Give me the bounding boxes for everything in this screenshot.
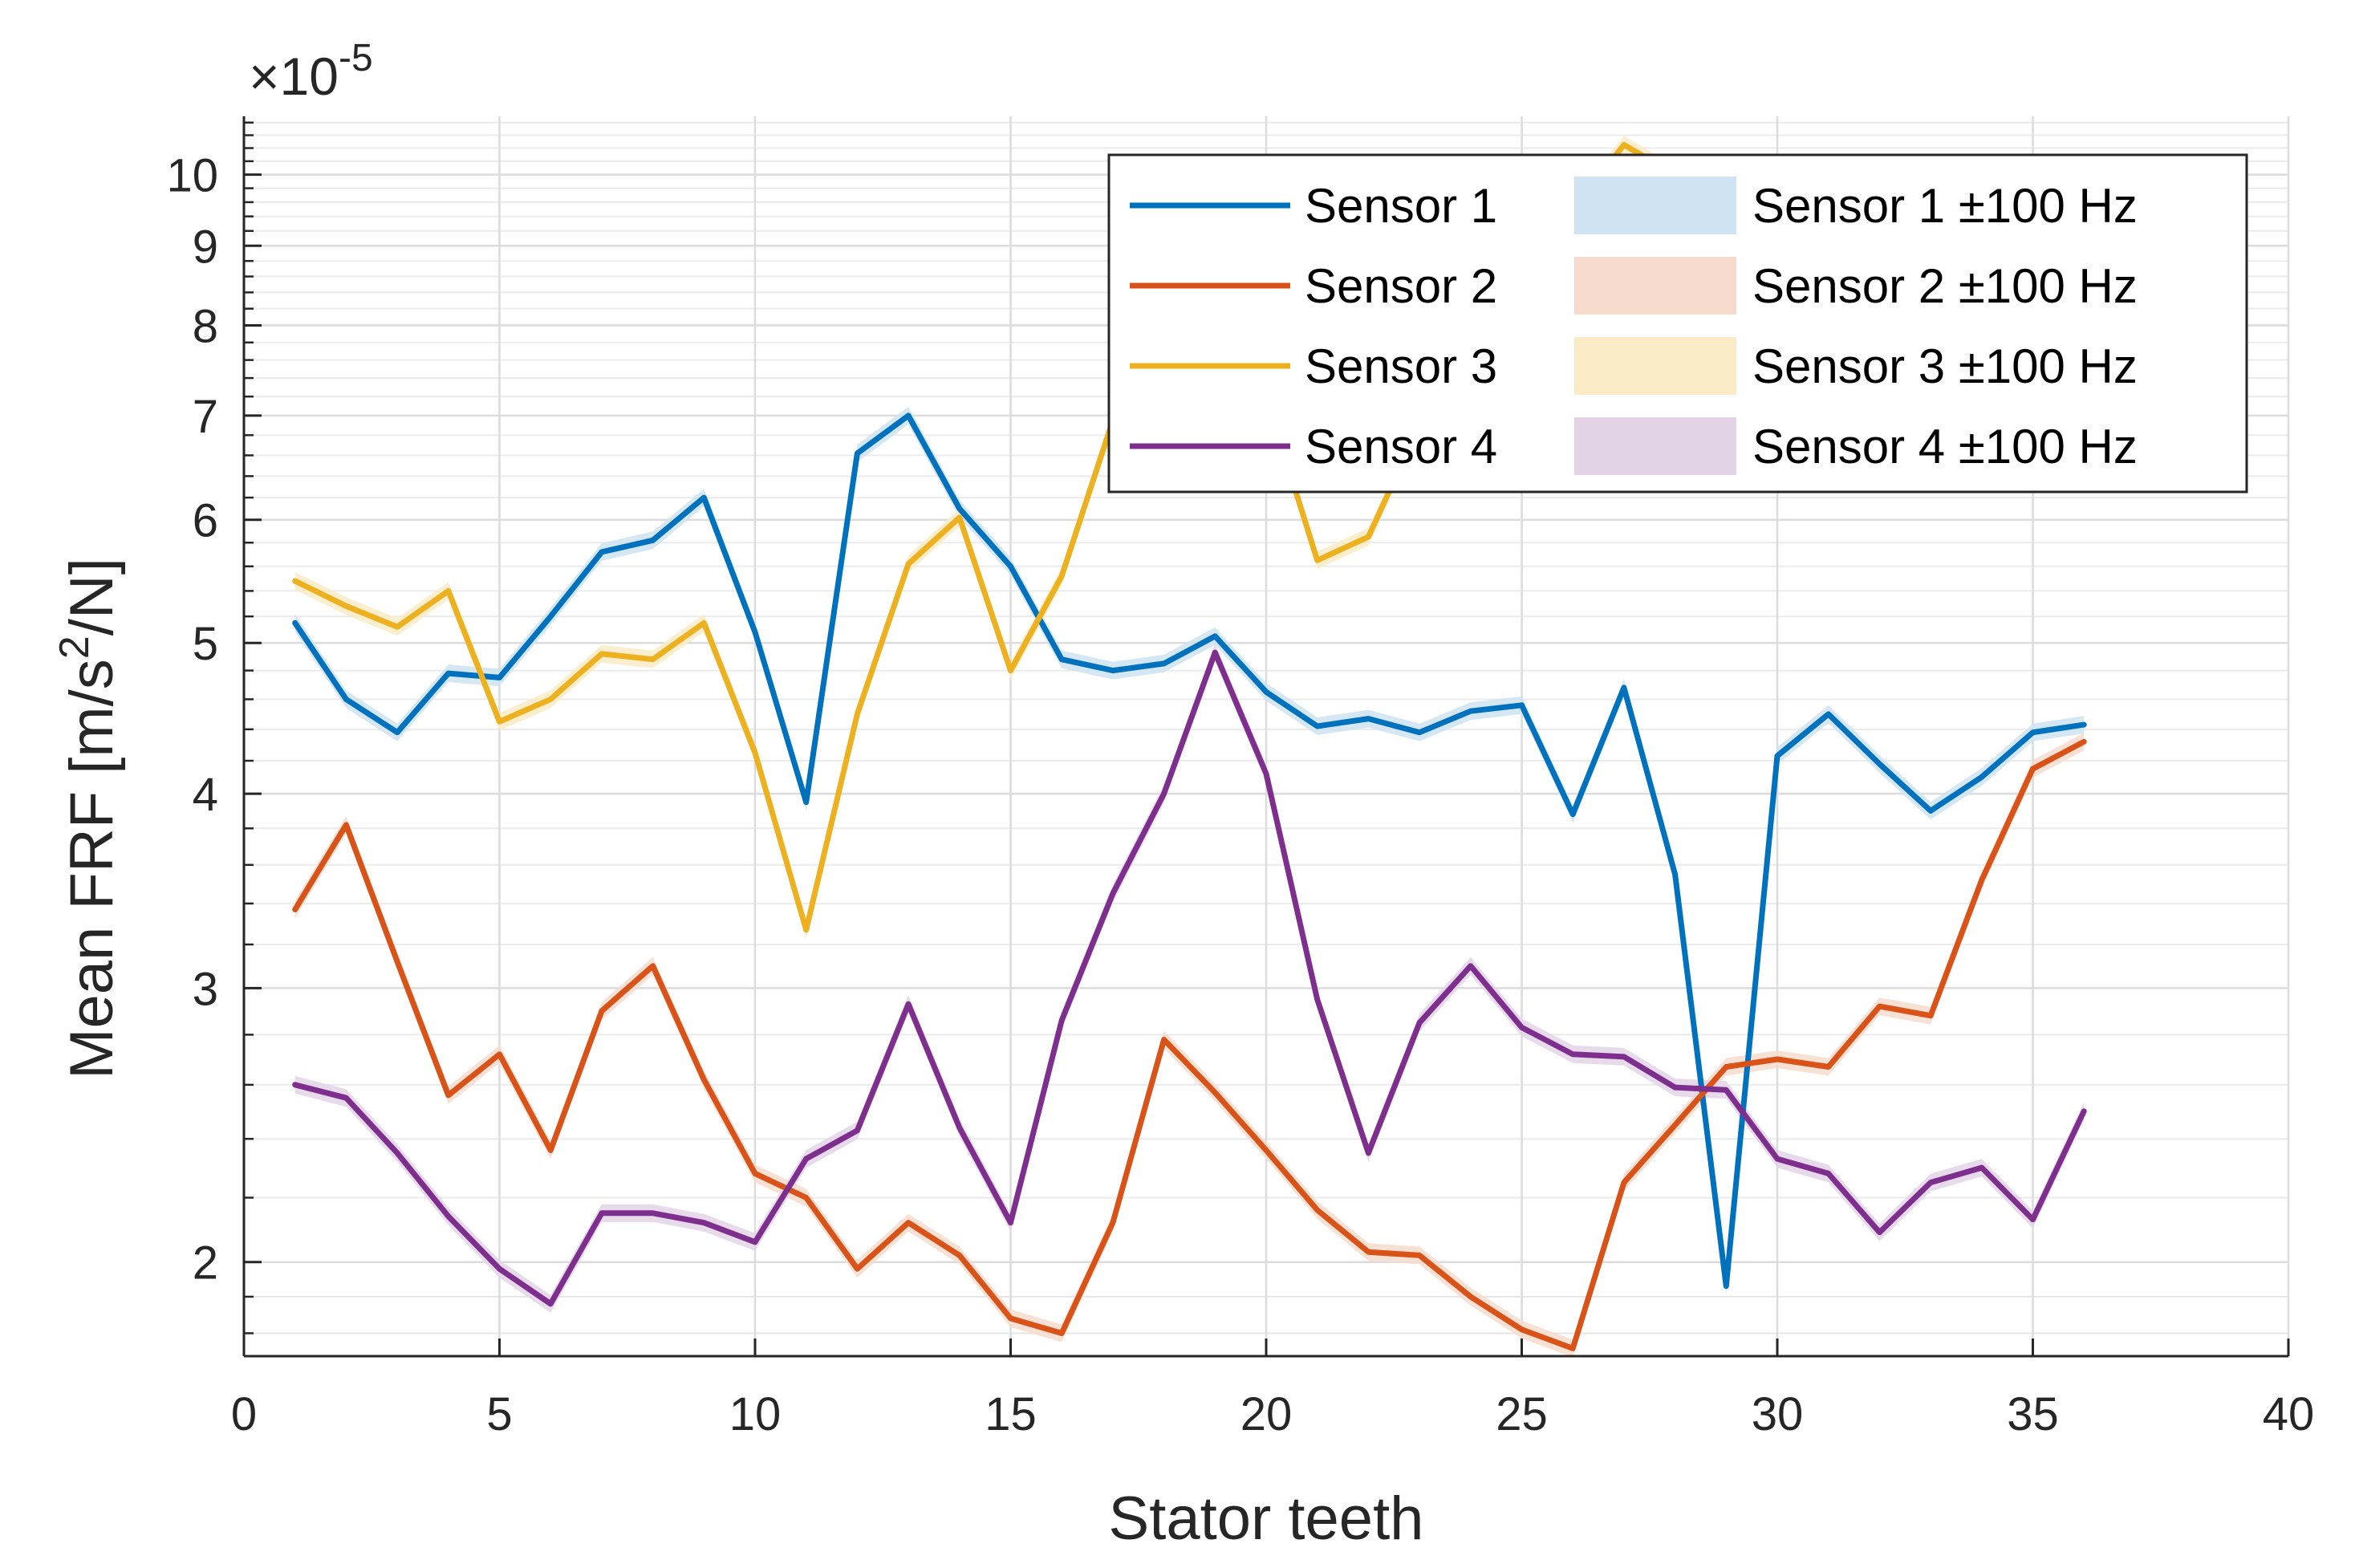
- legend-label-band-sensor-4: Sensor 4 ±100 Hz: [1752, 420, 2138, 473]
- legend-swatch-band-sensor-3: [1574, 337, 1736, 395]
- y-axis-title-suffix: /N]: [58, 558, 126, 636]
- x-tick-label: 5: [486, 1388, 512, 1440]
- x-tick-label: 25: [1496, 1388, 1548, 1440]
- legend-swatch-band-sensor-4: [1574, 417, 1736, 475]
- legend-label-sensor-4: Sensor 4: [1305, 420, 1497, 473]
- x-tick-label: 20: [1240, 1388, 1293, 1440]
- legend-label-band-sensor-3: Sensor 3 ±100 Hz: [1752, 339, 2138, 393]
- x-tick-label: 10: [729, 1388, 782, 1440]
- legend-label-sensor-3: Sensor 3: [1305, 339, 1497, 393]
- x-axis-title: Stator teeth: [1109, 1485, 1424, 1553]
- x-tick-label: 0: [231, 1388, 257, 1440]
- y-tick-label: 6: [193, 495, 218, 547]
- y-tick-label: 2: [193, 1237, 218, 1290]
- y-axis-title-prefix: Mean FRF [m/s: [58, 659, 126, 1079]
- y-tick-label: 8: [193, 300, 218, 352]
- legend-label-sensor-2: Sensor 2: [1305, 259, 1497, 313]
- y-axis-title-superscript: 2: [51, 636, 98, 659]
- y-exponent-power: -5: [339, 37, 373, 79]
- y-tick-label: 10: [166, 150, 218, 202]
- y-tick-label: 5: [193, 618, 218, 670]
- x-tick-label: 15: [985, 1388, 1037, 1440]
- x-tick-label: 30: [1752, 1388, 1804, 1440]
- series-line-sensor-4: [292, 649, 2087, 1307]
- legend-label-band-sensor-2: Sensor 2 ±100 Hz: [1752, 259, 2138, 313]
- y-tick-label: 4: [193, 769, 218, 821]
- legend-label-sensor-1: Sensor 1: [1305, 179, 1497, 233]
- legend: Sensor 1 Sensor 1 ±100 Hz Sensor 2 Sensor 2…: [1107, 153, 2248, 494]
- y-axis-title: Mean FRF [m/s2/N]: [51, 558, 126, 1079]
- series-line-sensor-1: [292, 412, 2087, 1290]
- x-tick-label: 40: [2263, 1388, 2315, 1440]
- series-line-sensor-2: [292, 738, 2087, 1351]
- legend-swatch-band-sensor-2: [1574, 257, 1736, 315]
- y-exponent-label: ×10-5: [249, 37, 373, 106]
- legend-label-band-sensor-1: Sensor 1 ±100 Hz: [1752, 179, 2138, 233]
- legend-swatch-band-sensor-1: [1574, 177, 1736, 234]
- y-tick-label: 3: [193, 963, 218, 1015]
- y-tick-label: 7: [193, 391, 218, 443]
- y-exponent-times: ×10: [249, 47, 339, 106]
- y-tick-label: 9: [193, 221, 218, 273]
- axes: 0 5 10 15 20 25 30 35 40 2 3 4 5 6 7 8 9 10: [166, 116, 2314, 1440]
- x-tick-label: 35: [2007, 1388, 2059, 1440]
